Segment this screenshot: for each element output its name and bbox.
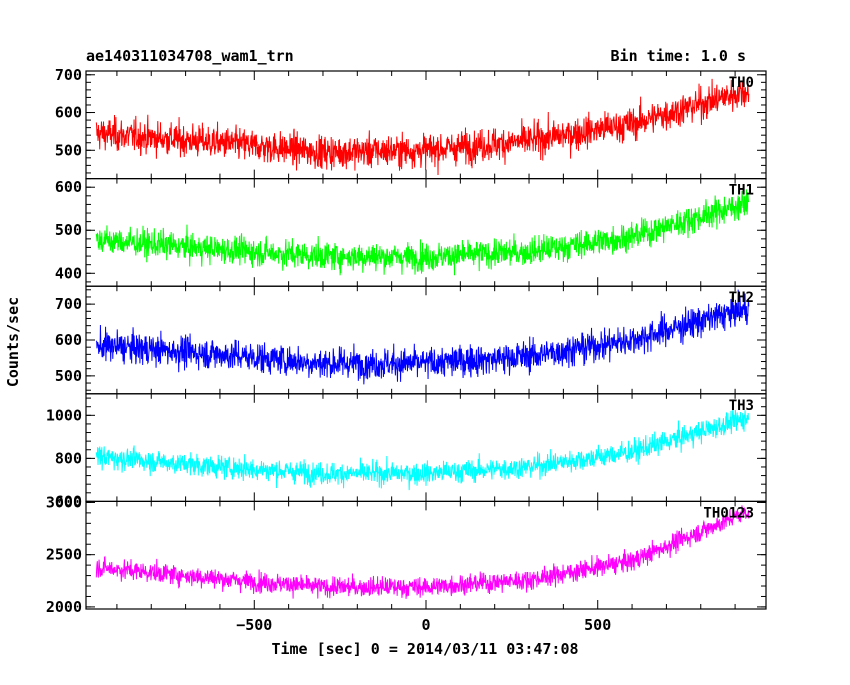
- panel-th2: 500 600 700 TH2: [55, 285, 767, 395]
- panel-th3: 600 800 1000 TH3: [46, 393, 767, 510]
- series-label-th0: TH0: [729, 75, 754, 91]
- series-line-th2: [95, 289, 750, 385]
- panel-th0: 500 600 700 TH0: [55, 66, 767, 180]
- y-tick-label: 800: [55, 449, 82, 467]
- series-label-th0123: TH0123: [703, 505, 754, 521]
- y-axis-label: Counts/sec: [4, 297, 22, 387]
- series-label-th3: TH3: [729, 398, 754, 414]
- series-line-th0123: [95, 505, 750, 599]
- plot-title: ae140311034708_wam1_trn: [86, 47, 294, 65]
- panels-group: 500 600 700 TH0 400 500 600 TH1 500 600 700 TH2 600 8…: [46, 66, 767, 616]
- y-tick-label: 3000: [46, 493, 82, 511]
- y-tick-label: 2500: [46, 546, 82, 564]
- series-line-th3: [95, 407, 750, 491]
- x-tick-label: 500: [584, 616, 611, 634]
- y-tick-label: 400: [55, 264, 82, 282]
- panel-th1: 400 500 600 TH1: [55, 178, 767, 287]
- series-line-th0: [95, 78, 750, 175]
- y-tick-label: 500: [55, 221, 82, 239]
- y-tick-label: 600: [55, 492, 82, 510]
- y-tick-label: 700: [55, 66, 82, 84]
- series-label-th1: TH1: [729, 183, 754, 199]
- panel-frame: [85, 500, 767, 610]
- bin-time-label: Bin time: 1.0 s: [611, 47, 746, 65]
- y-tick-label: 600: [55, 331, 82, 349]
- y-tick-label: 600: [55, 104, 82, 122]
- series-line-th1: [95, 189, 750, 276]
- x-tick-label: −500: [236, 616, 272, 634]
- y-tick-label: 600: [55, 178, 82, 196]
- y-tick-label: 700: [55, 295, 82, 313]
- y-tick-label: 500: [55, 141, 82, 159]
- x-tick-labels: −500 0 500: [236, 616, 611, 634]
- x-tick-label: 0: [421, 616, 430, 634]
- y-tick-label: 1000: [46, 406, 82, 424]
- y-tick-label: 500: [55, 367, 82, 385]
- series-label-th2: TH2: [729, 290, 754, 306]
- x-axis-label: Time [sec] 0 = 2014/03/11 03:47:08: [271, 640, 578, 658]
- panel-th0123: 2000 2500 3000 TH0123: [46, 493, 767, 616]
- y-tick-label: 2000: [46, 598, 82, 616]
